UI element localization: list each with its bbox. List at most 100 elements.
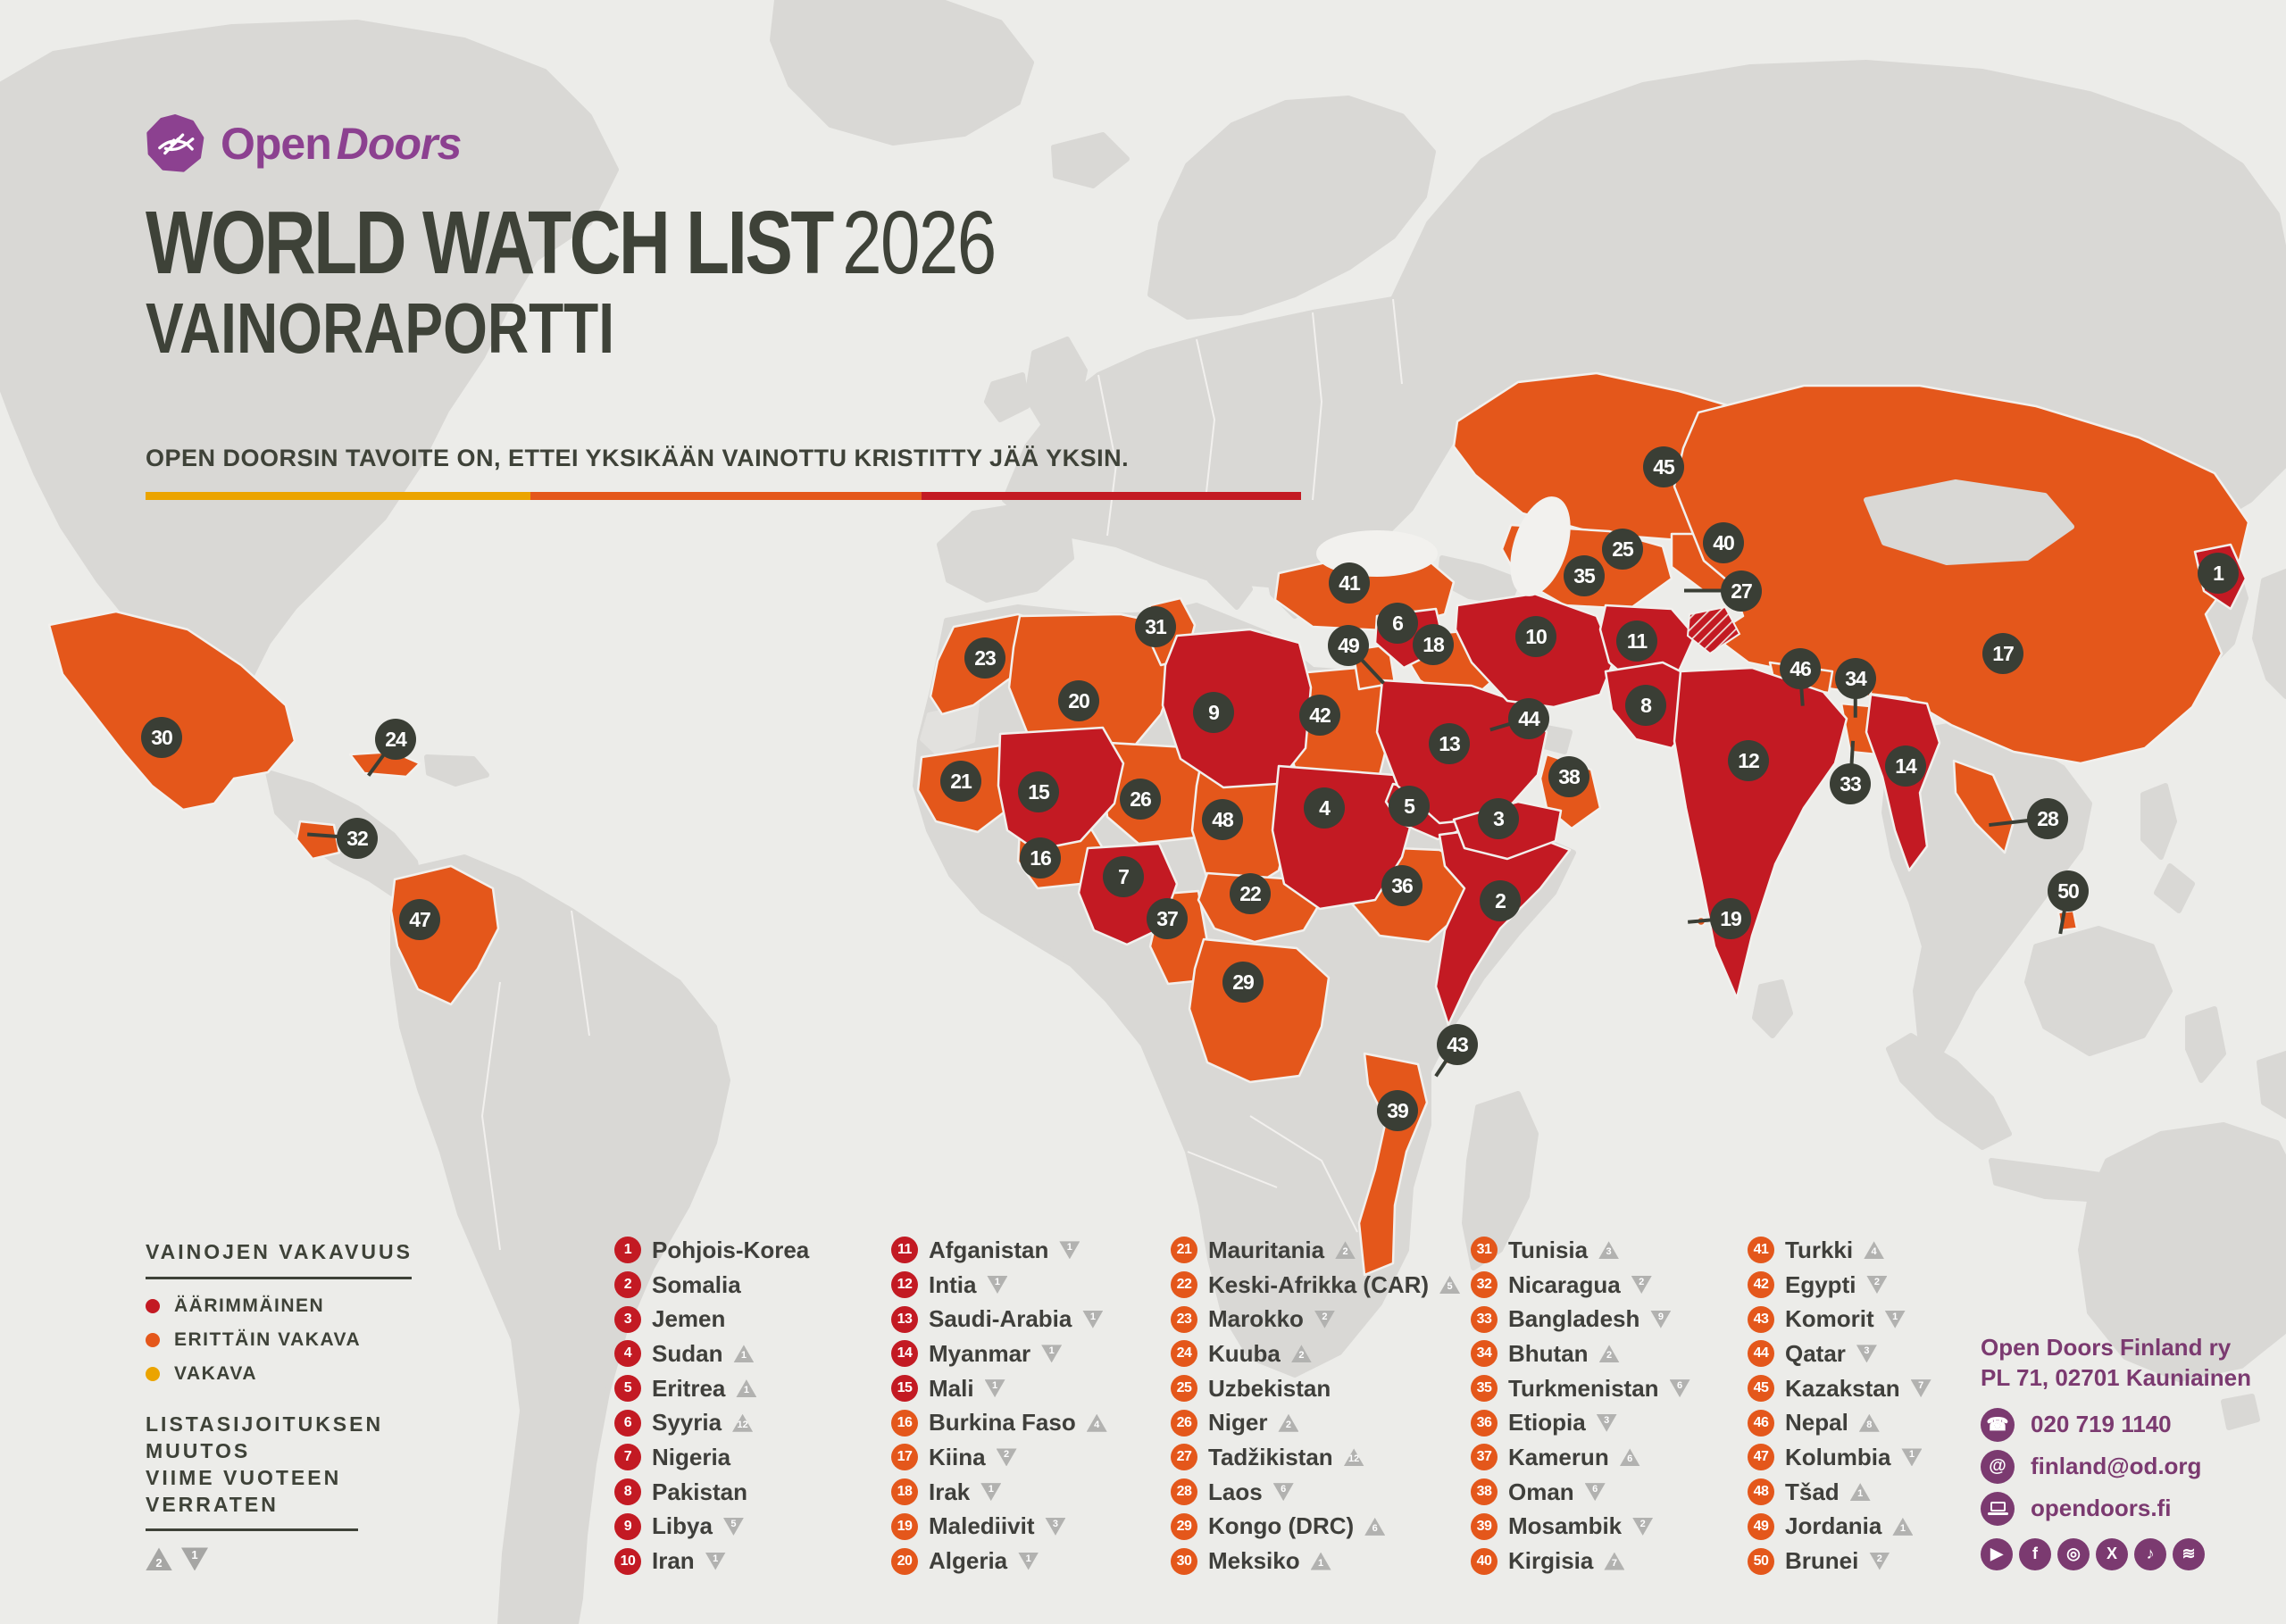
- list-item: 39 Mosambik 2: [1471, 1510, 1690, 1545]
- rank-down-icon: 3: [1856, 1345, 1877, 1363]
- rank-down-icon: 1: [1884, 1310, 1906, 1328]
- rank-down-icon: 2: [1631, 1276, 1652, 1295]
- scandinavia: [1147, 96, 1436, 320]
- rank-badge: 10: [614, 1547, 641, 1575]
- country-name: Afganistan: [929, 1236, 1049, 1263]
- logo-text-doors: Doors: [336, 119, 462, 169]
- disputed-kashmir: [1686, 605, 1741, 655]
- country-name: Kamerun: [1508, 1443, 1609, 1470]
- list-item: 14 Myanmar 1: [891, 1337, 1107, 1371]
- rank-up-icon: 4: [1864, 1241, 1885, 1260]
- rank-badge: 47: [1748, 1444, 1774, 1471]
- country-nicaragua: [295, 820, 341, 861]
- severity-label: VAKAVA: [174, 1362, 257, 1384]
- contact-address: PL 71, 02701 Kauniainen: [1981, 1364, 2251, 1392]
- list-item: 9 Libya 5: [614, 1510, 809, 1545]
- list-item: 7 Nigeria: [614, 1440, 809, 1475]
- rank-down-icon: 1: [1901, 1448, 1923, 1467]
- country-name: Nepal: [1785, 1409, 1848, 1437]
- tiktok-icon[interactable]: ♪: [2134, 1537, 2166, 1570]
- map-marker-20: 20: [1058, 680, 1099, 721]
- rank-down-icon: 7: [1910, 1379, 1931, 1398]
- rank-up-icon: 1: [1310, 1552, 1331, 1570]
- map-marker-8: 8: [1625, 685, 1666, 726]
- list-item: 24 Kuuba 2: [1171, 1337, 1460, 1371]
- rank-badge: 13: [891, 1305, 918, 1333]
- rank-up-icon: 2: [1335, 1241, 1356, 1260]
- list-column-1: 1 Pohjois-Korea 2 Somalia 3 Jemen 4 Suda…: [614, 1233, 809, 1578]
- title-year: 2026: [842, 193, 997, 293]
- list-item: 45 Kazakstan 7: [1748, 1371, 1931, 1406]
- country-name: Turkki: [1785, 1236, 1854, 1263]
- legend-levels: ÄÄRIMMÄINEN ERITTÄIN VAKAVA VAKAVA: [146, 1295, 467, 1385]
- rank-up-icon: 4: [1086, 1413, 1107, 1432]
- contact-block: Open Doors Finland ry PL 71, 02701 Kauni…: [1981, 1332, 2251, 1570]
- list-item: 12 Intia 1: [891, 1268, 1107, 1303]
- rank-badge: 21: [1171, 1237, 1197, 1264]
- country-somalia: [1434, 824, 1572, 1027]
- caspian-sea: [1510, 496, 1571, 596]
- map-marker-31: 31: [1135, 606, 1176, 647]
- legend-rule: [146, 1276, 412, 1279]
- map-marker-7: 7: [1103, 856, 1144, 897]
- youtube-icon[interactable]: ▶: [1981, 1537, 2013, 1570]
- logo-text-open: Open: [221, 119, 332, 169]
- continent-north-america: [0, 20, 619, 708]
- rank-up-icon: 1: [1892, 1517, 1914, 1536]
- rank-up-icon: 2: [1290, 1345, 1312, 1363]
- list-item: 28 Laos 6: [1171, 1475, 1460, 1510]
- country-name: Oman: [1508, 1478, 1574, 1505]
- list-item: 47 Kolumbia 1: [1748, 1440, 1931, 1475]
- country-name: Meksiko: [1208, 1547, 1300, 1575]
- list-item: 27 Tadžikistan 12: [1171, 1440, 1460, 1475]
- rank-down-icon: 1: [1059, 1241, 1080, 1260]
- rank-badge: 34: [1471, 1340, 1498, 1368]
- map-marker-21: 21: [940, 761, 981, 802]
- contact-phone-row[interactable]: ☎ 020 719 1140: [1981, 1407, 2251, 1442]
- rank-badge: 27: [1171, 1444, 1197, 1471]
- list-item: 46 Nepal 8: [1748, 1405, 1931, 1440]
- rank-up-icon: 12: [732, 1413, 754, 1432]
- list-item: 42 Egypti 2: [1748, 1268, 1931, 1303]
- x-icon[interactable]: X: [2096, 1537, 2128, 1570]
- rank-down-icon: 2: [996, 1448, 1017, 1467]
- facebook-icon[interactable]: f: [2019, 1537, 2051, 1570]
- map-marker-10: 10: [1515, 616, 1556, 657]
- bar-segment-red: [922, 492, 1301, 500]
- map-marker-1: 1: [2198, 553, 2239, 594]
- rank-badge: 1: [614, 1237, 641, 1264]
- country-name: Bangladesh: [1508, 1305, 1640, 1333]
- contact-email-row[interactable]: @ finland@od.org: [1981, 1449, 2251, 1484]
- instagram-icon[interactable]: ◎: [2057, 1537, 2090, 1570]
- phone-icon: ☎: [1981, 1407, 2015, 1442]
- rank-up-icon: 6: [1619, 1448, 1640, 1467]
- rank-badge: 12: [891, 1271, 918, 1299]
- rank-down-icon: 2: [1869, 1552, 1890, 1570]
- australia: [2078, 1122, 2286, 1382]
- greenland: [770, 0, 1034, 146]
- severity-dot-icon: [146, 1332, 160, 1347]
- list-item: 50 Brunei 2: [1748, 1544, 1931, 1578]
- list-item: 18 Irak 1: [891, 1475, 1107, 1510]
- list-item: 48 Tšad 1: [1748, 1475, 1931, 1510]
- list-item: 31 Tunisia 3: [1471, 1233, 1690, 1268]
- list-item: 40 Kirgisia 7: [1471, 1544, 1690, 1578]
- list-item: 34 Bhutan 2: [1471, 1337, 1690, 1371]
- map-marker-18: 18: [1413, 624, 1454, 665]
- country-name: Tadžikistan: [1208, 1443, 1333, 1470]
- country-name: Intia: [929, 1270, 977, 1298]
- list-item: 43 Komorit 1: [1748, 1302, 1931, 1337]
- rank-down-icon: 2: [1632, 1517, 1654, 1536]
- legend-change-title-line1: LISTASIJOITUKSEN MUUTOS: [146, 1412, 384, 1462]
- spotify-icon[interactable]: ≋: [2173, 1537, 2205, 1570]
- list-column-3: 21 Mauritania 2 22 Keski-Afrikka (CAR) 5…: [1171, 1233, 1461, 1578]
- country-name: Komorit: [1785, 1305, 1874, 1333]
- map-marker-45: 45: [1643, 446, 1684, 487]
- map-marker-22: 22: [1230, 873, 1271, 914]
- map-marker-37: 37: [1147, 898, 1188, 939]
- italy: [1185, 524, 1253, 610]
- rank-up-icon: 8: [1858, 1413, 1880, 1432]
- contact-web-row[interactable]: opendoors.fi: [1981, 1491, 2251, 1526]
- map-marker-9: 9: [1193, 692, 1234, 733]
